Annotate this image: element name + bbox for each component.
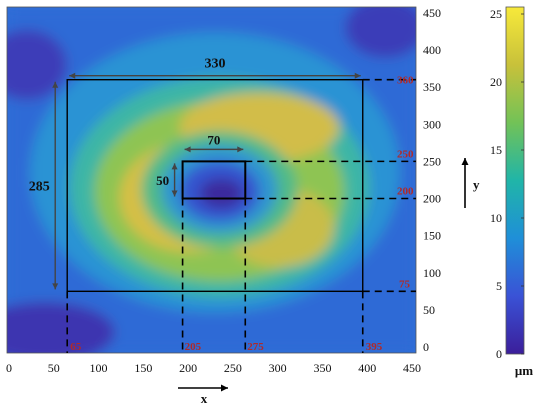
x-left-outer-label: 65	[70, 341, 82, 353]
x-tick-label: 300	[269, 361, 287, 375]
y-tick-label: 300	[423, 117, 441, 131]
plot-frame	[6, 6, 417, 354]
x-tick-labels: 0 50 100 150 200 250 300 350 400 450	[6, 361, 421, 375]
inner-width-arrow	[184, 146, 244, 153]
colorbar-tick-label: 20	[490, 75, 502, 89]
colorbar-tick-label: 15	[490, 143, 502, 157]
inner-height-label: 50	[156, 173, 169, 188]
colorbar-tick-label: 10	[490, 211, 502, 225]
field-corner-dark	[7, 302, 115, 353]
colorbar	[505, 6, 525, 355]
inner-height-arrow	[171, 163, 178, 197]
field-core	[199, 178, 244, 209]
y-tick-label: 400	[423, 43, 441, 57]
outer-width-arrow	[69, 72, 361, 79]
y-top-outer-label: 360	[397, 75, 414, 87]
y-direction-arrow	[461, 158, 469, 208]
y-tick-labels: 0 50 100 150 200 250 300 350 400 450	[423, 6, 441, 354]
outer-height-label: 285	[29, 180, 50, 195]
x-tick-label: 350	[313, 361, 331, 375]
outer-width-label: 330	[204, 57, 225, 72]
x-right-inner-label: 275	[247, 341, 264, 353]
y-tick-label: 150	[423, 229, 441, 243]
outer-box	[66, 78, 364, 293]
dimension-annotations: 330 285 70 50 65 205 275 395 360 250 200…	[29, 57, 414, 353]
y-bottom-inner-label: 200	[397, 186, 414, 198]
y-top-inner-label: 250	[397, 148, 414, 160]
heatmap	[7, 7, 416, 353]
x-tick-label: 450	[403, 361, 421, 375]
x-direction-arrow	[178, 384, 228, 392]
colorbar-tick-labels: 0 5 10 15 20 25	[490, 7, 524, 361]
annotation-guides	[52, 72, 416, 353]
x-tick-label: 100	[90, 361, 108, 375]
x-tick-label: 0	[6, 361, 12, 375]
x-right-outer-label: 395	[366, 341, 383, 353]
x-axis-label: x	[201, 391, 208, 406]
colorbar-unit-label: μm	[515, 363, 533, 378]
x-tick-label: 200	[179, 361, 197, 375]
y-tick-label: 350	[423, 80, 441, 94]
colorbar-tick-label: 0	[496, 347, 502, 361]
x-tick-label: 400	[358, 361, 376, 375]
y-tick-label: 250	[423, 154, 441, 168]
y-tick-label: 200	[423, 192, 441, 206]
y-tick-label: 50	[423, 303, 435, 317]
inner-box	[181, 160, 247, 200]
y-tick-label: 450	[423, 6, 441, 20]
x-tick-label: 250	[224, 361, 242, 375]
y-axis-label: y	[473, 177, 480, 192]
x-tick-label: 150	[134, 361, 152, 375]
y-bottom-outer-label: 75	[399, 278, 411, 290]
colorbar-tick-label: 25	[490, 7, 502, 21]
y-tick-label: 100	[423, 266, 441, 280]
heatmap-field	[7, 7, 416, 353]
field-top-left-dark	[7, 29, 67, 100]
colorbar-tick-label: 5	[496, 279, 502, 293]
inner-width-label: 70	[207, 132, 220, 147]
outer-height-arrow	[52, 81, 59, 290]
x-left-inner-label: 205	[185, 341, 202, 353]
x-tick-label: 50	[48, 361, 60, 375]
field-top-right-dark	[345, 7, 416, 58]
y-tick-label: 0	[423, 340, 429, 354]
